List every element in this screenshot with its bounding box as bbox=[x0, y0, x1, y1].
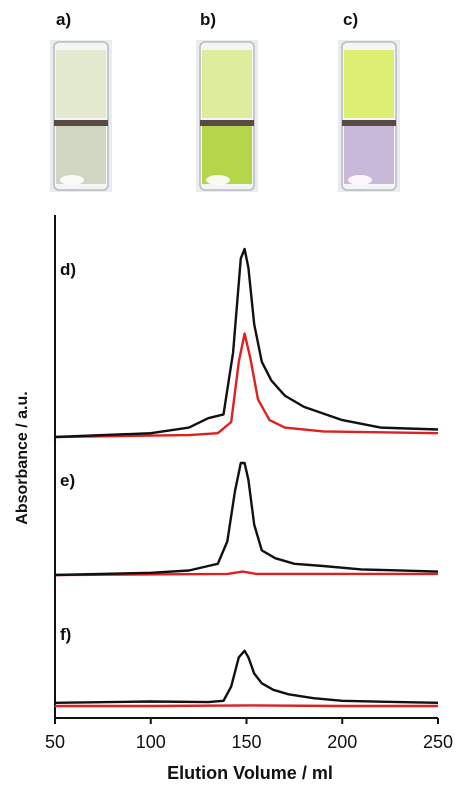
series-line-red bbox=[54, 570, 438, 577]
photo-label-b: b) bbox=[200, 10, 217, 29]
vial-lower-phase bbox=[56, 126, 106, 184]
photo-label-a: a) bbox=[56, 10, 72, 29]
x-tick-label: 100 bbox=[136, 732, 166, 752]
photo-label-c: c) bbox=[343, 10, 359, 29]
series-line-black bbox=[54, 649, 439, 704]
vial-lower-phase bbox=[202, 126, 252, 184]
vial-photo-b bbox=[196, 40, 258, 192]
vial-band bbox=[342, 120, 396, 126]
vial-upper-phase bbox=[344, 50, 394, 118]
stir-bar bbox=[60, 175, 84, 185]
x-tick-label: 250 bbox=[423, 732, 453, 752]
stir-bar bbox=[206, 175, 230, 185]
chart-traces: d) e) f) bbox=[54, 247, 439, 708]
vial-band bbox=[200, 120, 254, 126]
series-line-black bbox=[54, 461, 439, 577]
panel-label: f) bbox=[60, 625, 71, 644]
x-axis-label: Elution Volume / ml bbox=[167, 763, 333, 783]
series-line-black bbox=[54, 247, 439, 439]
vial-photo-a bbox=[50, 40, 112, 192]
panel-label: e) bbox=[60, 471, 75, 490]
x-tick-label: 150 bbox=[231, 732, 261, 752]
vial-upper-phase bbox=[202, 50, 252, 118]
x-tick-label: 50 bbox=[45, 732, 65, 752]
panel-label: d) bbox=[60, 260, 76, 279]
stir-bar bbox=[348, 175, 372, 185]
vial-lower-phase bbox=[344, 126, 394, 184]
series-line-red bbox=[55, 704, 438, 708]
chart-axes: 50 100 150 200 250 bbox=[45, 215, 453, 752]
y-axis-label: Absorbance / a.u. bbox=[14, 391, 31, 524]
vial-upper-phase bbox=[56, 50, 106, 118]
vial-band bbox=[54, 120, 108, 126]
vial-photo-c bbox=[338, 40, 400, 192]
series-line-red bbox=[54, 332, 439, 439]
x-tick-label: 200 bbox=[327, 732, 357, 752]
